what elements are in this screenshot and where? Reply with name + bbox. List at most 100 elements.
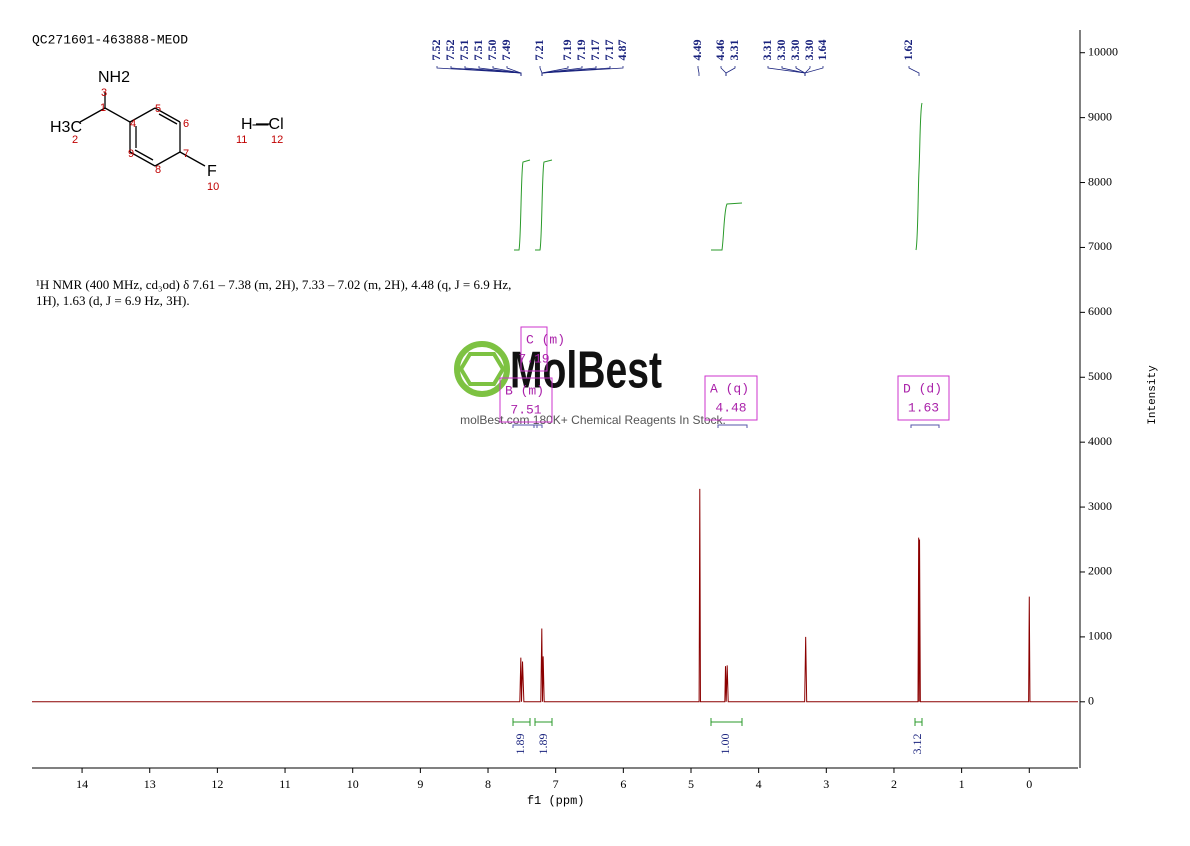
x-tick-label: 13 bbox=[144, 777, 156, 791]
atom-number: 9 bbox=[128, 148, 134, 160]
structure bbox=[79, 92, 270, 167]
x-tick-label: 4 bbox=[756, 777, 762, 791]
multiplet-box bbox=[704, 375, 758, 421]
atom-number: 12 bbox=[271, 134, 283, 146]
peak-connector bbox=[908, 66, 920, 76]
peak-label: 7.49 bbox=[499, 40, 513, 61]
integral-curve bbox=[514, 102, 923, 251]
watermark-logo bbox=[454, 341, 510, 397]
x-tick-label: 14 bbox=[76, 777, 88, 791]
peak-label: 7.19 bbox=[560, 40, 574, 61]
y-tick-label: 3000 bbox=[1088, 499, 1112, 513]
multiplet-box bbox=[897, 375, 950, 421]
integral-bracket bbox=[534, 718, 553, 726]
peak-label: 4.87 bbox=[615, 40, 629, 61]
y-tick-label: 9000 bbox=[1088, 109, 1112, 123]
y-tick-label: 0 bbox=[1088, 694, 1094, 708]
x-tick-label: 0 bbox=[1026, 777, 1032, 791]
y-tick-label: 2000 bbox=[1088, 564, 1112, 578]
y-tick-label: 1000 bbox=[1088, 629, 1112, 643]
peak-label: 7.51 bbox=[457, 40, 471, 61]
x-axis-label: f1 (ppm) bbox=[527, 794, 585, 808]
atom-number: 6 bbox=[183, 118, 189, 130]
atom-number: 2 bbox=[72, 134, 78, 146]
peak-connector bbox=[767, 66, 806, 76]
description: ¹H NMR (400 MHz, cd₃od) δ 7.61 – 7.38 (m… bbox=[36, 277, 511, 292]
peak-label: 7.51 bbox=[471, 40, 485, 61]
integral-value: 1.89 bbox=[536, 734, 550, 755]
peak-label: 3.30 bbox=[774, 40, 788, 61]
peak-label: 7.50 bbox=[485, 40, 499, 61]
integral-bracket bbox=[710, 718, 743, 726]
y-tick-label: 6000 bbox=[1088, 304, 1112, 318]
integral-bracket bbox=[914, 718, 923, 726]
multiplet-label: C (m) bbox=[526, 332, 565, 347]
peak-connector bbox=[541, 66, 624, 76]
atom-number: 8 bbox=[155, 164, 161, 176]
integral-value: 3.12 bbox=[910, 734, 924, 755]
atom-label: H3C bbox=[50, 119, 82, 136]
atom-number: 10 bbox=[207, 181, 219, 193]
peak-label: 7.21 bbox=[532, 40, 546, 61]
y-axis-label: Intensity bbox=[1147, 365, 1159, 425]
atom-number: 4 bbox=[130, 118, 136, 130]
atom-number: 7 bbox=[183, 148, 189, 160]
watermark-tagline: molBest.com 180K+ Chemical Reagents In S… bbox=[460, 413, 726, 427]
peak-label: 7.17 bbox=[602, 40, 616, 61]
x-tick-label: 1 bbox=[959, 777, 965, 791]
peak-label: 7.17 bbox=[588, 40, 602, 61]
multiplet-shift: 7.51 bbox=[510, 402, 541, 417]
peak-label: 1.64 bbox=[815, 40, 829, 61]
x-tick-label: 11 bbox=[279, 777, 291, 791]
y-tick-label: 4000 bbox=[1088, 434, 1112, 448]
multiplet-range bbox=[512, 424, 543, 428]
peak-label: 4.46 bbox=[713, 40, 727, 61]
multiplet-shift: 7.19 bbox=[518, 351, 549, 366]
peak-connector bbox=[725, 66, 736, 76]
peak-label: 3.31 bbox=[727, 40, 741, 61]
atom-label: H—Cl bbox=[241, 116, 284, 133]
atom-number: 3 bbox=[101, 87, 107, 99]
spectrum-line bbox=[32, 488, 1078, 703]
x-tick-label: 5 bbox=[688, 777, 694, 791]
atom-number: 1 bbox=[100, 102, 106, 114]
multiplet-range bbox=[717, 424, 748, 428]
peak-label: 7.19 bbox=[574, 40, 588, 61]
peak-connector bbox=[697, 66, 700, 76]
atom-number: 5 bbox=[155, 103, 161, 115]
atom-label: F bbox=[207, 163, 217, 180]
x-tick-label: 3 bbox=[823, 777, 829, 791]
peak-label: 3.31 bbox=[760, 40, 774, 61]
x-tick-label: 8 bbox=[485, 777, 491, 791]
x-tick-label: 7 bbox=[553, 777, 559, 791]
peak-connector bbox=[720, 66, 727, 76]
x-tick-label: 6 bbox=[620, 777, 626, 791]
y-tick-label: 8000 bbox=[1088, 174, 1112, 188]
peak-label: 7.52 bbox=[443, 40, 457, 61]
peak-connector bbox=[506, 66, 522, 76]
multiplet-shift: 4.48 bbox=[715, 400, 746, 415]
x-tick-label: 10 bbox=[347, 777, 359, 791]
peak-label: 3.30 bbox=[802, 40, 816, 61]
y-tick-label: 7000 bbox=[1088, 239, 1112, 253]
sample-name: QC271601-463888-MEOD bbox=[32, 32, 188, 47]
peak-connector bbox=[804, 66, 811, 76]
peak-label: 3.30 bbox=[788, 40, 802, 61]
multiplet-box bbox=[499, 377, 553, 423]
peak-label: 7.52 bbox=[429, 40, 443, 61]
multiplet-shift: 1.63 bbox=[908, 400, 939, 415]
x-tick-label: 2 bbox=[891, 777, 897, 791]
multiplet-label: A (q) bbox=[710, 381, 749, 396]
y-tick-label: 10000 bbox=[1088, 44, 1118, 58]
integral-value: 1.00 bbox=[718, 734, 732, 755]
peak-label: 4.49 bbox=[690, 40, 704, 61]
atom-number: 11 bbox=[236, 134, 247, 146]
multiplet-label: D (d) bbox=[903, 381, 942, 396]
multiplet-range bbox=[910, 424, 940, 428]
multiplet-label: B (m) bbox=[505, 383, 544, 398]
peak-label: 1.62 bbox=[901, 40, 915, 61]
multiplet-box bbox=[520, 326, 548, 372]
integral-value: 1.89 bbox=[513, 734, 527, 755]
